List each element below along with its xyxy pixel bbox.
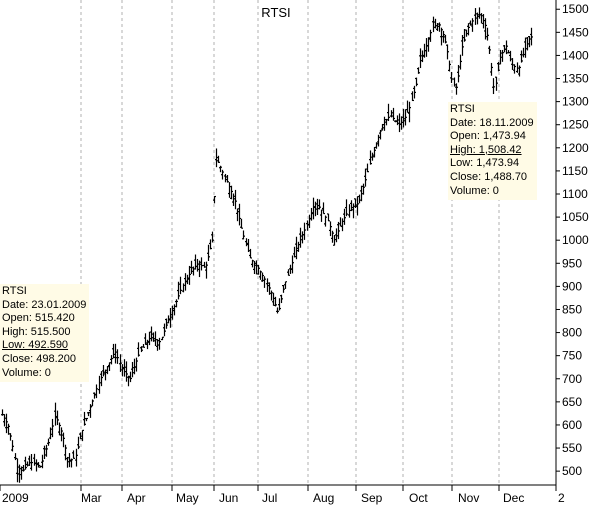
y-tick-label: 900 bbox=[562, 279, 582, 293]
x-tick-label: Nov bbox=[458, 491, 479, 505]
y-tick-label: 800 bbox=[562, 326, 582, 340]
y-tick-label: 600 bbox=[562, 418, 582, 432]
tooltip-line: Date: 23.01.2009 bbox=[2, 298, 87, 311]
x-tick-label: Mar bbox=[81, 491, 102, 505]
y-tick-label: 1050 bbox=[562, 210, 589, 224]
y-tick-label: 1400 bbox=[562, 48, 589, 62]
x-tick-label: Oct bbox=[409, 491, 428, 505]
tooltip-line: High: 1,508.42 bbox=[450, 143, 522, 156]
x-tick-label: 2009 bbox=[2, 491, 29, 505]
y-tick-label: 650 bbox=[562, 395, 582, 409]
tooltip-line: RTSI bbox=[2, 285, 27, 297]
tooltip-jan: RTSI Date: 23.01.2009 Open: 515.420 High… bbox=[0, 284, 90, 383]
x-tick-label: Apr bbox=[127, 491, 146, 505]
price-bars bbox=[1, 7, 533, 483]
tooltip-line: Volume: 0 bbox=[450, 184, 499, 197]
y-tick-label: 500 bbox=[562, 464, 582, 478]
x-tick-label: Jun bbox=[219, 491, 238, 505]
y-tick-label: 1300 bbox=[562, 95, 589, 109]
tooltip-line: RTSI bbox=[450, 103, 475, 115]
y-tick-label: 950 bbox=[562, 256, 582, 270]
tooltip-line: Low: 1,473.94 bbox=[450, 157, 520, 170]
x-axis: 2009 Mar Apr May Jun Jul Aug Sep Oct Nov Dec 2 bbox=[0, 484, 565, 505]
y-tick-label: 850 bbox=[562, 302, 582, 316]
x-tick-label: Jul bbox=[262, 491, 277, 505]
x-tick-label: Sep bbox=[361, 491, 383, 505]
y-tick-label: 1450 bbox=[562, 25, 589, 39]
y-tick-label: 1000 bbox=[562, 233, 589, 247]
y-tick-label: 1250 bbox=[562, 118, 589, 132]
y-tick-label: 1350 bbox=[562, 72, 589, 86]
x-tick-label: Dec bbox=[503, 491, 524, 505]
y-tick-label: 1200 bbox=[562, 141, 589, 155]
x-tick-label: 2 bbox=[558, 491, 565, 505]
chart-title: RTSI bbox=[261, 5, 290, 20]
tooltip-line: Open: 1,473.94 bbox=[450, 130, 526, 143]
y-axis: 500 550 600 650 700 750 800 850 900 950 1000 1050 11… bbox=[555, 0, 589, 485]
y-tick-label: 1150 bbox=[562, 164, 588, 178]
y-tick-label: 700 bbox=[562, 372, 582, 386]
grid bbox=[80, 0, 500, 485]
y-tick-label: 750 bbox=[562, 349, 582, 363]
x-tick-label: Aug bbox=[313, 491, 334, 505]
y-tick-label: 1500 bbox=[562, 2, 589, 16]
tooltip-line: Open: 515.420 bbox=[2, 312, 75, 325]
tooltip-line: Date: 18.11.2009 bbox=[450, 116, 534, 129]
tooltip-nov: RTSI Date: 18.11.2009 Open: 1,473.94 Hig… bbox=[448, 102, 537, 201]
tooltip-line: Low: 492.590 bbox=[2, 339, 69, 352]
tooltip-line: High: 515.500 bbox=[2, 325, 71, 338]
y-tick-label: 550 bbox=[562, 441, 582, 455]
tooltip-line: Close: 498.200 bbox=[2, 352, 76, 365]
y-tick-label: 1100 bbox=[562, 187, 588, 201]
tooltip-line: Close: 1,488.70 bbox=[450, 170, 528, 183]
x-tick-label: May bbox=[176, 491, 199, 505]
tooltip-line: Volume: 0 bbox=[2, 366, 51, 379]
